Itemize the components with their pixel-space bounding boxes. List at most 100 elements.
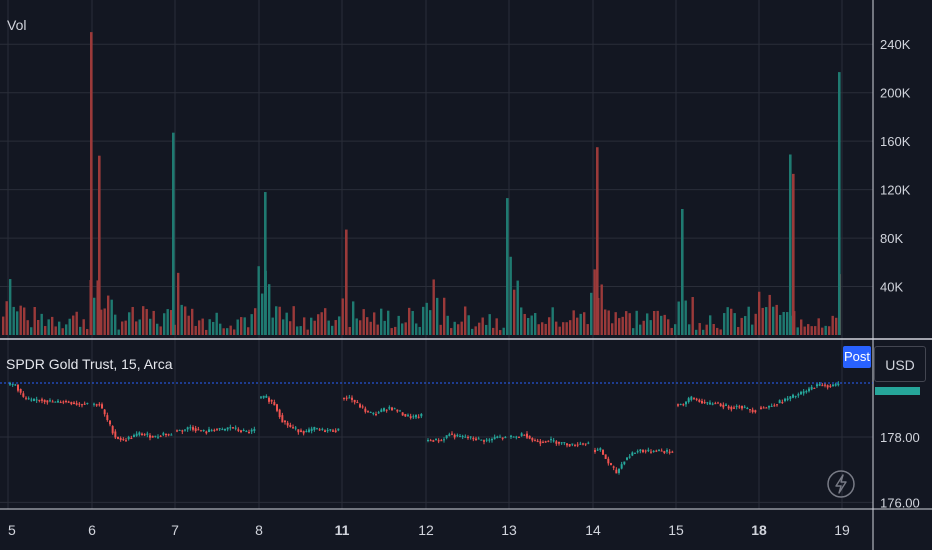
candle-body [109,420,111,425]
last-price-marker [875,387,920,395]
candle-body [599,448,602,451]
candle-body [571,443,574,445]
candle-body [733,407,735,409]
volume-bar [306,329,309,335]
volume-bar [292,306,295,335]
volume-bar [54,326,57,335]
volume-bar [387,310,390,335]
candle-body [43,399,46,403]
bolt-icon[interactable] [826,469,856,499]
volume-bar [656,310,659,335]
volume-bar [313,320,316,335]
volume-bar [765,307,768,335]
time-tick-label: 12 [418,522,434,538]
volume-tick-label: 80K [880,231,903,246]
candle-body [687,398,690,403]
volume-bar [688,324,691,335]
candle-body [813,387,816,389]
price-pane-title: SPDR Gold Trust, 15, Arca [6,356,173,372]
currency-button[interactable]: USD [874,346,926,382]
volume-bar [107,295,110,335]
candle-body [240,430,242,433]
candle-body [329,429,332,431]
volume-bar [779,314,782,335]
volume-tick-label: 160K [880,134,911,149]
volume-bar [327,320,330,335]
volume-bar [772,306,775,335]
volume-bar [226,328,229,335]
candle-body [73,402,75,405]
candle-body [321,428,324,430]
candle-body [49,400,51,402]
volume-bar [677,301,680,335]
candle-body [59,402,62,404]
candle-body [33,398,35,401]
candle-body [552,440,555,442]
volume-bar [716,327,719,335]
volume-bar [124,320,127,335]
candle-body [596,449,599,451]
candle-body [639,449,642,452]
candle-body [14,384,17,386]
volume-bar [208,319,211,335]
volume-bar [114,314,117,335]
candle-body [765,407,768,409]
candle-body [157,436,159,438]
volume-bar [338,316,341,335]
candle-body [475,438,477,441]
candle-body [292,427,294,429]
volume-bar [145,309,148,335]
candle-body [41,399,43,401]
time-tick-label: 13 [501,522,517,538]
candle-body [305,431,308,433]
volume-bar [576,317,579,335]
volume-bar [79,326,82,335]
candle-body [536,440,539,442]
volume-bar [555,321,558,335]
volume-bar [5,301,8,335]
candle-body [401,412,404,416]
candle-body [278,409,281,418]
candle-body [202,430,205,432]
candle-body [237,429,240,431]
candle-body [159,435,162,437]
candle-body [832,384,834,387]
candle-body [493,437,496,440]
volume-bar [733,313,736,335]
candle-body [602,450,604,455]
candle-body [717,402,719,404]
candle-body [626,457,628,460]
time-tick-label: 7 [171,522,179,538]
volume-bar [243,317,246,335]
candle-body [133,435,135,437]
volume-bar [415,323,418,335]
candle-body [65,400,67,402]
volume-bar [663,314,666,335]
candle-body [515,436,518,438]
volume-bar [317,314,320,335]
volume-bar [464,306,467,335]
candle-body [332,430,334,432]
candle-body [711,403,714,405]
volume-bar [835,317,838,335]
candle-body [531,438,534,441]
post-session-badge[interactable]: Post [843,346,871,368]
candle-body [746,407,749,409]
candle-body [722,404,725,408]
volume-bar [516,280,519,335]
candle-body [773,405,776,407]
candle-body [218,428,221,430]
volume-bar [726,307,729,335]
volume-bar [719,329,722,335]
volume-bar [646,313,649,335]
candle-body [248,432,250,434]
candle-body [337,428,340,431]
candle-body [289,424,292,427]
volume-bar [303,317,306,335]
volume-spike-bar [98,155,101,335]
candle-body [101,404,103,409]
volume-bar [565,322,568,335]
volume-bar [205,329,208,335]
candle-body [200,430,202,432]
